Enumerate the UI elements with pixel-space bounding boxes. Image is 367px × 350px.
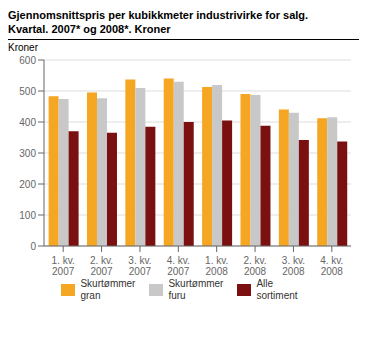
html-text:Gjennomsnittspris per kubikkme: Gjennomsnittspris per kubikkmeter indust… xyxy=(8,9,309,21)
svg-text:100: 100 xyxy=(19,210,36,221)
html-text:Alle sortiment: Alle sortiment xyxy=(256,278,298,301)
svg-text:600: 600 xyxy=(19,55,36,66)
svg-text:4. kv.2008: 4. kv.2008 xyxy=(320,255,343,277)
html-text:Skurtømmer gran: Skurtømmer gran xyxy=(80,278,136,301)
html-text:Skurtømmer furu: Skurtømmer furu xyxy=(168,278,224,301)
svg-text:2. kv.2008: 2. kv.2008 xyxy=(243,255,266,277)
svg-text:0: 0 xyxy=(30,241,36,252)
html-text:Kvartal. 2007* og 2008*. Krone: Kvartal. 2007* og 2008*. Kroner xyxy=(8,23,171,35)
svg-text:1. kv.2008: 1. kv.2008 xyxy=(205,255,228,277)
svg-text:1. kv.2007: 1. kv.2007 xyxy=(52,255,75,277)
svg-text:3. kv.2008: 3. kv.2008 xyxy=(282,255,305,277)
svg-text:300: 300 xyxy=(19,148,36,159)
svg-text:3. kv.2007: 3. kv.2007 xyxy=(128,255,151,277)
svg-text:200: 200 xyxy=(19,179,36,190)
html-text:Kroner: Kroner xyxy=(8,42,38,53)
svg-text:4. kv.2007: 4. kv.2007 xyxy=(167,255,190,277)
svg-text:2. kv.2007: 2. kv.2007 xyxy=(90,255,113,277)
svg-text:500: 500 xyxy=(19,86,36,97)
svg-text:400: 400 xyxy=(19,117,36,128)
